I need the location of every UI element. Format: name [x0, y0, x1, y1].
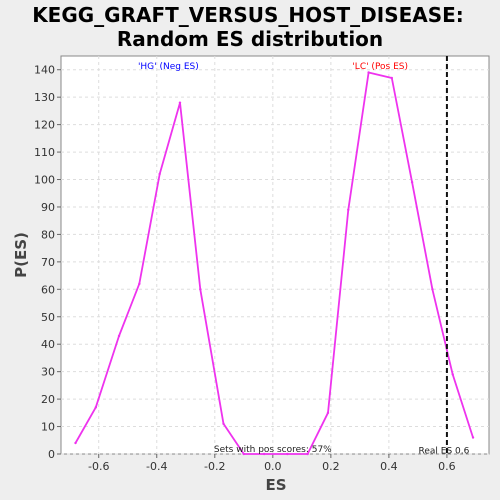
x-tick-label: 0.4: [380, 460, 398, 473]
y-tick-label: 100: [34, 174, 55, 187]
neg-es-label: 'HG' (Neg ES): [138, 62, 199, 72]
data-point: [306, 452, 309, 456]
y-tick-label: 110: [34, 146, 55, 159]
y-tick-label: 120: [34, 119, 55, 132]
series-layer: [74, 71, 475, 456]
y-tick-label: 140: [34, 64, 55, 77]
data-point: [74, 441, 77, 445]
x-tick-label: -0.6: [88, 460, 109, 473]
data-point: [326, 411, 330, 415]
y-tick-label: 0: [48, 448, 55, 461]
y-tick-label: 30: [41, 366, 55, 379]
data-point: [158, 172, 161, 176]
data-point: [178, 101, 182, 104]
y-tick-label: 50: [41, 311, 55, 324]
x-axis-label: ES: [265, 476, 286, 494]
data-point: [451, 373, 454, 376]
data-point: [390, 76, 393, 80]
x-tick-label: -0.2: [204, 460, 225, 473]
y-tick-label: 10: [41, 421, 55, 434]
data-point: [410, 181, 414, 184]
y-tick-label: 40: [41, 338, 55, 351]
chart-title-line1: KEGG_GRAFT_VERSUS_HOST_DISEASE:: [32, 3, 464, 27]
data-point: [94, 406, 98, 409]
y-tick-label: 80: [41, 228, 55, 241]
x-tick-label: 0.2: [322, 460, 340, 473]
data-point: [431, 288, 434, 291]
data-point: [286, 452, 289, 456]
data-point: [222, 422, 225, 426]
data-point: [471, 436, 475, 439]
data-point: [347, 208, 350, 211]
data-point: [242, 452, 246, 456]
x-tick-label: -0.4: [146, 460, 167, 473]
data-point: [117, 334, 121, 338]
data-point: [367, 71, 370, 74]
x-tick-label: 0.0: [264, 460, 282, 473]
y-tick-label: 90: [41, 201, 55, 214]
y-axis-ticks: 0 10 20 30 40 50 60 70 80 90 100 110 120 130 140: [34, 64, 61, 461]
pos-scores-label: Sets with pos scores: 57%: [214, 445, 332, 455]
y-tick-label: 130: [34, 91, 55, 104]
data-point: [138, 282, 141, 286]
x-tick-label: 0.6: [438, 460, 456, 473]
data-point: [199, 288, 202, 291]
real-es-label: Real ES 0.6: [419, 447, 470, 457]
series-line: [74, 71, 474, 455]
data-point: [262, 452, 266, 456]
y-tick-label: 70: [41, 256, 55, 269]
chart-title-line2: Random ES distribution: [117, 27, 383, 51]
x-axis-ticks: -0.6 -0.4 -0.2 0.0 0.2 0.4 0.6: [88, 454, 456, 473]
y-axis-label: P(ES): [12, 232, 30, 278]
y-tick-label: 20: [41, 393, 55, 406]
plot-area: [60, 55, 490, 455]
pos-es-label: 'LC' (Pos ES): [352, 62, 408, 72]
y-tick-label: 60: [41, 283, 55, 296]
